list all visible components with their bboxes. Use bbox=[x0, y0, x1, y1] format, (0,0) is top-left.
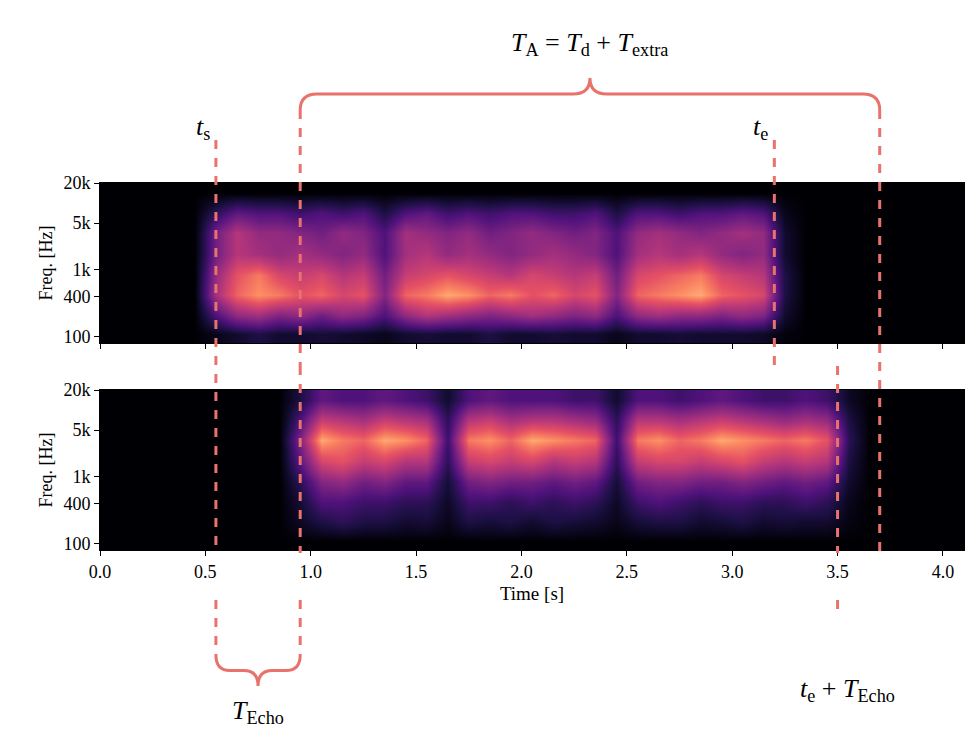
svg-text:3.5: 3.5 bbox=[826, 562, 849, 582]
svg-text:Freq. [Hz]: Freq. [Hz] bbox=[36, 226, 56, 301]
svg-text:1.0: 1.0 bbox=[299, 562, 322, 582]
svg-text:1.5: 1.5 bbox=[405, 562, 428, 582]
svg-text:T​Echo​: T​Echo​ bbox=[232, 696, 284, 728]
svg-text:400: 400 bbox=[63, 494, 90, 514]
svg-text:400: 400 bbox=[63, 287, 90, 307]
svg-text:Freq. [Hz]: Freq. [Hz] bbox=[36, 433, 56, 508]
svg-text:1k: 1k bbox=[72, 260, 90, 280]
svg-text:5k: 5k bbox=[72, 420, 90, 440]
svg-text:t​e​ + T​Echo​: t​e​ + T​Echo​ bbox=[800, 674, 895, 706]
svg-text:0.5: 0.5 bbox=[194, 562, 217, 582]
svg-text:4.0: 4.0 bbox=[932, 562, 955, 582]
svg-text:100: 100 bbox=[63, 327, 90, 347]
svg-text:3.0: 3.0 bbox=[721, 562, 744, 582]
svg-text:T​A​ = T​d​ + T​extra​: T​A​ = T​d​ + T​extra​ bbox=[511, 28, 668, 60]
svg-text:0.0: 0.0 bbox=[89, 562, 112, 582]
svg-text:2.0: 2.0 bbox=[510, 562, 533, 582]
svg-text:t​s​: t​s​ bbox=[196, 112, 210, 144]
svg-text:t​e​: t​e​ bbox=[753, 112, 768, 144]
svg-text:Time [s]: Time [s] bbox=[500, 583, 564, 604]
svg-text:20k: 20k bbox=[63, 380, 90, 400]
svg-text:5k: 5k bbox=[72, 213, 90, 233]
svg-text:20k: 20k bbox=[63, 173, 90, 193]
svg-text:100: 100 bbox=[63, 534, 90, 554]
svg-text:1k: 1k bbox=[72, 467, 90, 487]
svg-text:2.5: 2.5 bbox=[616, 562, 639, 582]
